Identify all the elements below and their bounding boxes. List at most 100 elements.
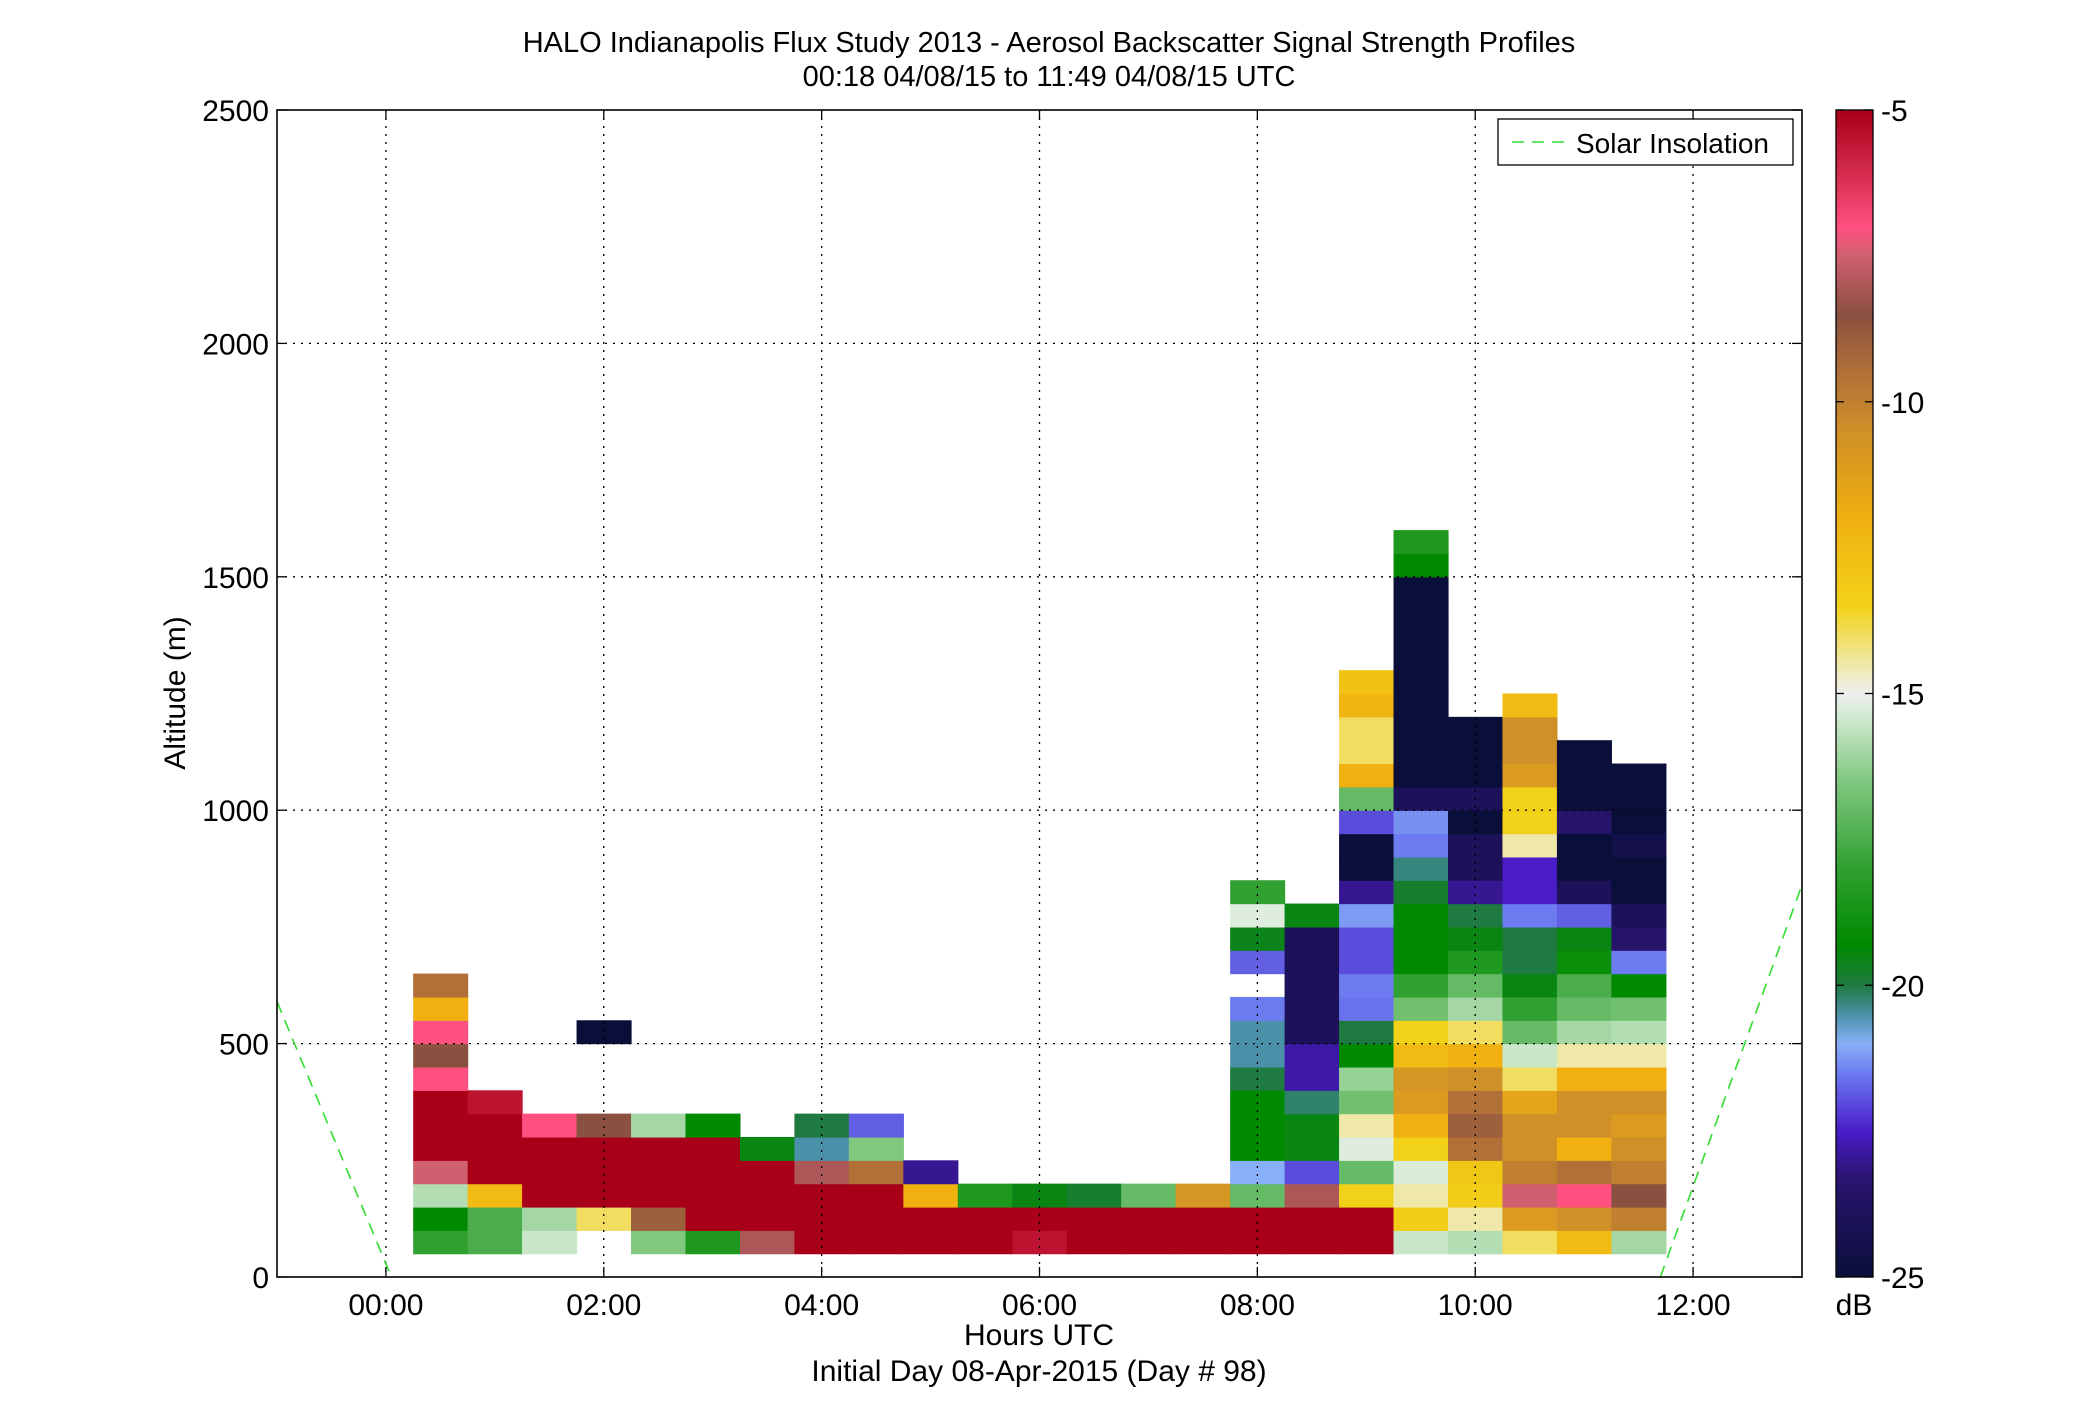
heatmap-cell — [1284, 926, 1340, 951]
heatmap-cell — [1447, 926, 1504, 951]
heatmap-cell — [1284, 950, 1340, 975]
heatmap-cell — [1393, 1230, 1449, 1255]
heatmap-cell — [1012, 1206, 1068, 1231]
colorbar-tick-label: -5 — [1881, 95, 1908, 128]
heatmap-cell — [685, 1136, 741, 1161]
heatmap-cell — [1121, 1230, 1177, 1255]
heatmap-cell — [1339, 856, 1395, 881]
heatmap-cell — [1502, 833, 1558, 858]
colorbar-tick-label: -15 — [1881, 679, 1924, 712]
heatmap-cell — [1339, 1043, 1395, 1068]
heatmap-cell — [631, 1230, 687, 1255]
heatmap-cell — [1393, 763, 1449, 788]
heatmap-cell — [1339, 833, 1395, 858]
heatmap-cell — [413, 1206, 469, 1231]
heatmap-cell — [1284, 1160, 1340, 1185]
heatmap-cell — [1611, 1206, 1667, 1231]
heatmap-cell — [522, 1160, 578, 1185]
heatmap-cell — [576, 1183, 632, 1208]
heatmap-cell — [1502, 903, 1558, 928]
heatmap-cell — [1611, 763, 1667, 788]
heatmap-cell — [1230, 926, 1286, 951]
heatmap-cell — [1339, 810, 1395, 835]
heatmap-cell — [685, 1206, 741, 1231]
heatmap-cell — [1556, 903, 1612, 928]
heatmap-cell — [413, 996, 469, 1021]
heatmap-cell — [1393, 810, 1449, 835]
heatmap-cell — [1556, 950, 1612, 975]
heatmap-cell — [1556, 1066, 1612, 1091]
heatmap-cell — [1393, 693, 1449, 718]
heatmap-cell — [631, 1183, 687, 1208]
heatmap-cell — [1611, 1066, 1667, 1091]
y-tick-label: 1500 — [202, 562, 269, 595]
heatmap-cell — [1284, 996, 1340, 1021]
heatmap-cell — [1175, 1230, 1231, 1255]
heatmap-cell — [1447, 833, 1504, 858]
heatmap-cell — [1393, 530, 1449, 555]
heatmap-cell — [1284, 1183, 1340, 1208]
heatmap-cell — [794, 1160, 850, 1185]
heatmap-cell — [413, 1160, 469, 1185]
heatmap-cell — [1339, 1183, 1395, 1208]
heatmap-cell — [1012, 1183, 1068, 1208]
heatmap-cell — [794, 1136, 850, 1161]
heatmap-cell — [576, 1136, 632, 1161]
heatmap-cell — [1556, 880, 1612, 905]
heatmap-cell — [848, 1136, 904, 1161]
heatmap-cell — [1339, 903, 1395, 928]
heatmap-cell — [1066, 1206, 1122, 1231]
heatmap-cell — [1556, 973, 1612, 998]
heatmap-cell — [1393, 1066, 1449, 1091]
x-axis-ticks: 00:00 02:00 04:00 06:00 08:00 10:00 12:00 — [348, 110, 1731, 1322]
heatmap-cell — [739, 1136, 796, 1161]
y-tick-label: 2000 — [202, 328, 269, 361]
heatmap-cell — [1447, 1020, 1504, 1045]
heatmap-cell — [1556, 1043, 1612, 1068]
heatmap-cell — [1393, 1136, 1449, 1161]
heatmap-cell — [1502, 856, 1558, 881]
heatmap-cell — [1339, 996, 1395, 1021]
heatmap-cell — [1339, 1020, 1395, 1045]
colorbar-ticks: -5 -10 -15 -20 -25 — [1836, 95, 1924, 1295]
heatmap-cell — [957, 1230, 1013, 1255]
heatmap-cell — [1502, 1113, 1558, 1138]
heatmap-cell — [467, 1090, 523, 1115]
heatmap-cell — [739, 1230, 796, 1255]
colorbar-tick-label: -10 — [1881, 387, 1924, 420]
x-tick-label: 08:00 — [1220, 1289, 1295, 1322]
heatmap-cell — [1339, 716, 1395, 741]
heatmap-cell — [1284, 1043, 1340, 1068]
heatmap-cell — [1393, 670, 1449, 695]
heatmap-cell — [576, 1020, 632, 1045]
heatmap-cell — [1393, 623, 1449, 648]
heatmap-cell — [467, 1160, 523, 1185]
x-axis-sublabel: Initial Day 08-Apr-2015 (Day # 98) — [811, 1355, 1266, 1388]
heatmap-cell — [1121, 1183, 1177, 1208]
heatmap-cell — [1393, 576, 1449, 601]
heatmap-cell — [631, 1160, 687, 1185]
chart-subtitle: 00:18 04/08/15 to 11:49 04/08/15 UTC — [803, 61, 1296, 93]
heatmap-cell — [1393, 1206, 1449, 1231]
heatmap-cell — [1339, 950, 1395, 975]
heatmap-cell — [1447, 1160, 1504, 1185]
heatmap-cell — [1339, 670, 1395, 695]
heatmap-cell — [1502, 1206, 1558, 1231]
x-tick-label: 00:00 — [348, 1289, 423, 1322]
legend-box — [1497, 118, 1794, 166]
heatmap-cell — [1066, 1230, 1122, 1255]
heatmap-cell — [1339, 786, 1395, 811]
heatmap-cell — [1556, 786, 1612, 811]
heatmap-cell — [685, 1113, 741, 1138]
heatmap-cell — [1339, 1113, 1395, 1138]
heatmap-cell — [1230, 1136, 1286, 1161]
heatmap-cell — [1502, 1020, 1558, 1045]
heatmap-cell — [1447, 856, 1504, 881]
heatmap-cell — [413, 1066, 469, 1091]
heatmap-cell — [794, 1113, 850, 1138]
heatmap-cell — [848, 1183, 904, 1208]
heatmap-cell — [1447, 950, 1504, 975]
heatmap-cell — [1393, 973, 1449, 998]
heatmap-cell — [1393, 833, 1449, 858]
heatmap-cell — [1502, 740, 1558, 765]
